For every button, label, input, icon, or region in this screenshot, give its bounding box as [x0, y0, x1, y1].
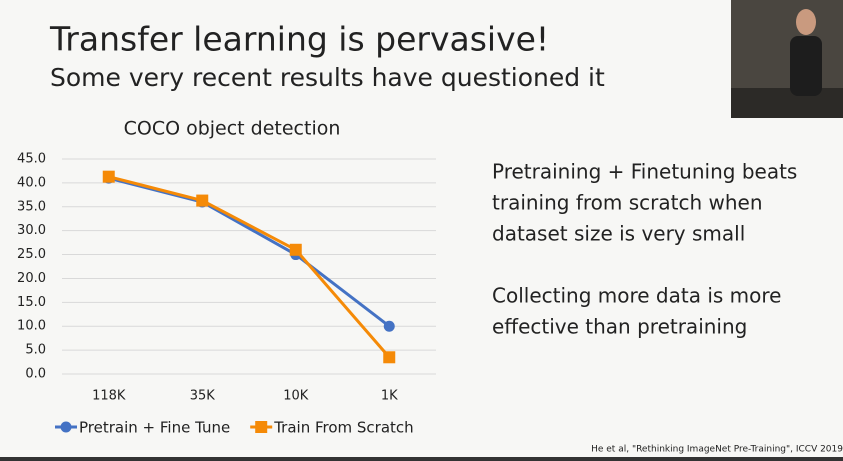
legend-marker [255, 421, 268, 433]
bullet-line: effective than pretraining [492, 315, 747, 339]
y-tick-label: 40.0 [17, 175, 46, 190]
marker [102, 170, 115, 183]
citation: He et al, "Rethinking ImageNet Pre-Train… [591, 445, 843, 455]
y-tick-label: 25.0 [17, 247, 46, 262]
y-tick-label: 45.0 [17, 152, 46, 167]
x-tick-label: 118K [92, 389, 126, 404]
slide-title: Transfer learning is pervasive! [49, 20, 549, 59]
y-tick-label: 0.0 [25, 367, 46, 382]
y-tick-label: 5.0 [25, 343, 46, 358]
bullet-line: dataset size is very small [492, 222, 745, 246]
x-tick-label: 10K [283, 389, 309, 404]
legend-marker [60, 421, 72, 433]
slide-subtitle: Some very recent results have questioned… [50, 63, 605, 92]
y-tick-label: 15.0 [17, 295, 46, 310]
series-line [108, 175, 391, 359]
y-tick-label: 30.0 [17, 223, 46, 238]
webcam-person [790, 36, 822, 96]
bottom-bar [0, 457, 843, 461]
bullet-line: Collecting more data is more [492, 284, 781, 308]
y-tick-label: 20.0 [17, 271, 46, 286]
y-tick-label: 10.0 [17, 319, 46, 334]
x-tick-label: 35K [190, 389, 216, 404]
marker [383, 320, 395, 332]
y-tick-label: 35.0 [17, 199, 46, 214]
marker [383, 351, 396, 364]
marker [289, 243, 302, 256]
bullet-line: Pretraining + Finetuning beats [492, 160, 797, 184]
webcam-desk [731, 88, 843, 118]
bullet-line: training from scratch when [492, 191, 763, 215]
legend-label: Train From Scratch [273, 419, 413, 437]
legend-label: Pretrain + Fine Tune [79, 419, 230, 437]
webcam-person [796, 9, 816, 35]
marker [196, 194, 209, 207]
chart-title: COCO object detection [124, 118, 341, 140]
x-tick-label: 1K [381, 389, 398, 404]
